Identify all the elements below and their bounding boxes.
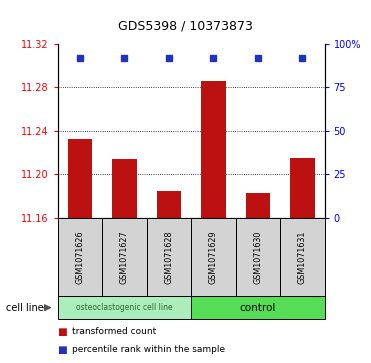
Text: ■: ■ bbox=[58, 345, 67, 355]
Bar bbox=[58, 296, 191, 319]
Text: control: control bbox=[240, 303, 276, 313]
Text: GSM1071631: GSM1071631 bbox=[298, 230, 307, 284]
Bar bbox=[246, 193, 270, 218]
Bar bbox=[290, 158, 315, 218]
Bar bbox=[236, 218, 280, 296]
Bar bbox=[201, 81, 226, 218]
Bar bbox=[191, 296, 325, 319]
Bar bbox=[280, 218, 325, 296]
Bar bbox=[191, 218, 236, 296]
Text: GSM1071628: GSM1071628 bbox=[164, 230, 173, 284]
Text: GSM1071627: GSM1071627 bbox=[120, 230, 129, 284]
Bar bbox=[58, 218, 102, 296]
Text: GSM1071630: GSM1071630 bbox=[253, 230, 262, 284]
Bar bbox=[102, 218, 147, 296]
Text: percentile rank within the sample: percentile rank within the sample bbox=[72, 345, 226, 354]
Text: ■: ■ bbox=[58, 327, 67, 337]
Text: GSM1071626: GSM1071626 bbox=[75, 230, 84, 284]
Text: osteoclastogenic cell line: osteoclastogenic cell line bbox=[76, 303, 173, 312]
Text: cell line: cell line bbox=[6, 303, 43, 313]
Bar bbox=[147, 218, 191, 296]
Text: GDS5398 / 10373873: GDS5398 / 10373873 bbox=[118, 20, 253, 33]
Bar bbox=[68, 139, 92, 218]
Bar bbox=[112, 159, 137, 218]
Bar bbox=[157, 191, 181, 218]
Text: transformed count: transformed count bbox=[72, 327, 157, 336]
Text: GSM1071629: GSM1071629 bbox=[209, 230, 218, 284]
